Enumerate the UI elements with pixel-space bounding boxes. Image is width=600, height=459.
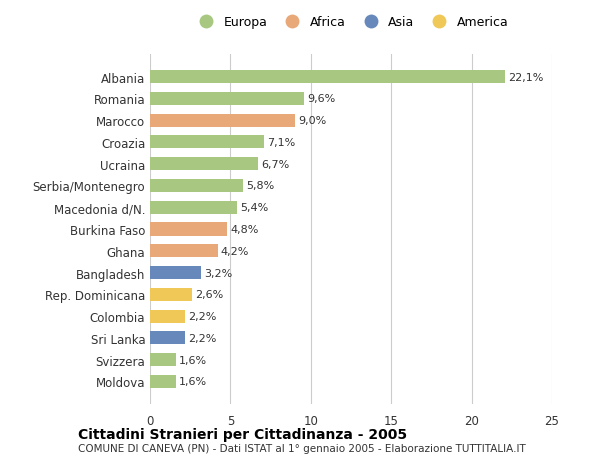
Text: 7,1%: 7,1% xyxy=(268,138,296,148)
Bar xyxy=(150,114,295,128)
Text: 3,2%: 3,2% xyxy=(205,268,233,278)
Bar xyxy=(150,223,227,236)
Legend: Europa, Africa, Asia, America: Europa, Africa, Asia, America xyxy=(193,16,509,29)
Text: 22,1%: 22,1% xyxy=(509,73,544,83)
Text: 4,8%: 4,8% xyxy=(230,224,259,235)
Bar xyxy=(150,353,176,366)
Text: Cittadini Stranieri per Cittadinanza - 2005: Cittadini Stranieri per Cittadinanza - 2… xyxy=(78,427,407,442)
Text: 1,6%: 1,6% xyxy=(179,376,207,386)
Text: 1,6%: 1,6% xyxy=(179,355,207,365)
Text: 2,6%: 2,6% xyxy=(195,290,223,300)
Bar xyxy=(150,71,505,84)
Bar xyxy=(150,245,218,258)
Text: 6,7%: 6,7% xyxy=(261,159,289,169)
Bar xyxy=(150,266,202,280)
Bar xyxy=(150,288,192,301)
Bar xyxy=(150,201,237,214)
Text: 5,8%: 5,8% xyxy=(247,181,275,191)
Text: 9,0%: 9,0% xyxy=(298,116,326,126)
Text: 2,2%: 2,2% xyxy=(188,333,217,343)
Text: 5,4%: 5,4% xyxy=(240,203,268,213)
Text: COMUNE DI CANEVA (PN) - Dati ISTAT al 1° gennaio 2005 - Elaborazione TUTTITALIA.: COMUNE DI CANEVA (PN) - Dati ISTAT al 1°… xyxy=(78,443,526,453)
Bar xyxy=(150,136,264,149)
Bar xyxy=(150,158,258,171)
Bar xyxy=(150,375,176,388)
Bar xyxy=(150,331,185,345)
Bar xyxy=(150,310,185,323)
Text: 9,6%: 9,6% xyxy=(308,94,336,104)
Text: 2,2%: 2,2% xyxy=(188,311,217,321)
Bar xyxy=(150,93,304,106)
Bar xyxy=(150,179,243,193)
Text: 4,2%: 4,2% xyxy=(221,246,249,256)
